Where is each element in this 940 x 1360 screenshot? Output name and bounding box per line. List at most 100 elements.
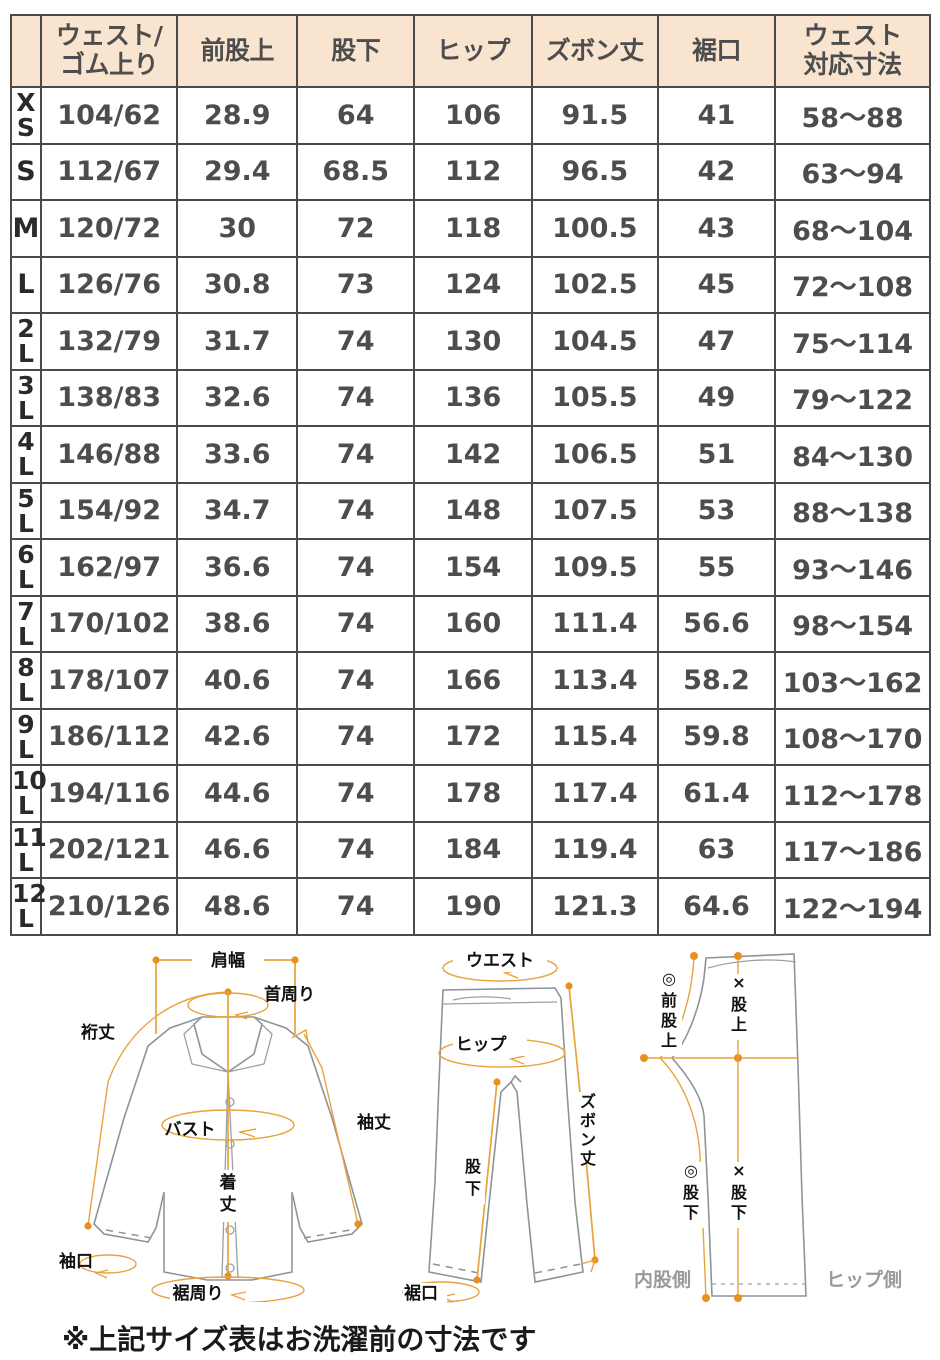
column-header-waist-fit: ウェスト 対応寸法	[774, 14, 931, 88]
cell-waist-fit: 112〜178	[774, 764, 931, 823]
size-label-part: M	[12, 212, 40, 244]
cell-waist: 210/126	[39, 877, 179, 936]
cell-pants-length: 104.5	[530, 312, 659, 371]
cross-label-front-rise-2: 股	[661, 1011, 678, 1030]
cell-front-rise: 42.6	[176, 707, 299, 766]
cell-waist-fit: 58〜88	[774, 86, 931, 145]
cell-hem: 56.6	[656, 594, 777, 653]
cell-waist-fit: 103〜162	[774, 651, 931, 710]
cell-hip: 184	[413, 820, 533, 879]
cell-waist-fit: 84〜130	[774, 425, 931, 484]
size-label-part: L	[17, 269, 35, 301]
cell-hem: 47	[656, 312, 777, 371]
cell-waist-fit: 68〜104	[774, 199, 931, 258]
column-header-size	[10, 14, 42, 88]
table-row: S 112/67 29.4 68.5 112 96.5 42 63〜94	[10, 142, 931, 201]
column-header-waist-fit-line2: 対応寸法	[803, 50, 903, 79]
size-label-part: L	[17, 678, 34, 708]
cell-waist-fit: 75〜114	[774, 312, 931, 371]
cell-inseam: 72	[296, 199, 416, 258]
size-label-part: 9	[17, 709, 35, 739]
cell-inseam: 74	[296, 368, 416, 427]
cell-size: S	[10, 142, 42, 201]
cell-waist: 154/92	[39, 481, 179, 540]
cell-hem: 55	[656, 538, 777, 597]
cell-front-rise: 32.6	[176, 368, 299, 427]
cell-pants-length: 102.5	[530, 255, 659, 314]
cell-hip: 106	[413, 86, 533, 145]
pants-label-pants-length-3: ン	[580, 1130, 596, 1149]
cell-inseam: 74	[296, 707, 416, 766]
cross-label-inseam-o-1: 股	[683, 1183, 700, 1202]
size-label-part: L	[17, 565, 34, 595]
footnote-text: ※上記サイズ表はお洗濯前の寸法です	[62, 1323, 537, 1356]
cell-front-rise: 46.6	[176, 820, 299, 879]
pants-label-hem: 裾口	[404, 1283, 438, 1304]
jacket-label-sleeve-length: 袖丈	[357, 1112, 391, 1133]
cell-pants-length: 96.5	[530, 142, 659, 201]
size-label-part: X	[16, 88, 36, 118]
table-row: M 120/72 30 72 118 100.5 43 68〜104	[10, 199, 931, 258]
cell-pants-length: 111.4	[530, 594, 659, 653]
cell-inseam: 68.5	[296, 142, 416, 201]
cell-front-rise: 48.6	[176, 877, 299, 936]
cell-hip: 148	[413, 481, 533, 540]
cell-pants-length: 107.5	[530, 481, 659, 540]
cell-hip: 136	[413, 368, 533, 427]
jacket-label-neck: 首周り	[264, 984, 315, 1005]
size-label-part: 4	[17, 427, 35, 457]
size-label-part: S	[16, 156, 36, 188]
cell-inseam: 74	[296, 877, 416, 936]
pants-label-pants-length-4: 丈	[580, 1149, 596, 1168]
table-row: 7 L 170/102 38.6 74 160 111.4 56.6 98〜154	[10, 594, 931, 653]
table-row: 11 L 202/121 46.6 74 184 119.4 63 117〜186	[10, 820, 931, 879]
cell-waist-fit: 79〜122	[774, 368, 931, 427]
cross-label-inner-side: 内股側	[634, 1268, 691, 1291]
cell-hip: 166	[413, 651, 533, 710]
cell-front-rise: 28.9	[176, 86, 299, 145]
cell-inseam: 64	[296, 86, 416, 145]
cell-waist-fit: 122〜194	[774, 877, 931, 936]
cross-label-inseam-x-mark: ×	[732, 1161, 745, 1180]
size-table: ウェスト/ ゴム上り 前股上 股下 ヒップ ズボン丈 裾口 ウェスト 対応寸法 …	[10, 14, 931, 936]
table-row: 10 L 194/116 44.6 74 178 117.4 61.4 112〜178	[10, 764, 931, 823]
cell-size: M	[10, 199, 42, 258]
cell-hip: 178	[413, 764, 533, 823]
cell-waist-fit: 88〜138	[774, 481, 931, 540]
size-label-part: L	[17, 395, 34, 425]
size-label-part: L	[17, 339, 34, 369]
cell-hem: 53	[656, 481, 777, 540]
cell-inseam: 74	[296, 425, 416, 484]
column-header-hip: ヒップ	[413, 14, 533, 88]
cell-waist: 162/97	[39, 538, 179, 597]
cell-inseam: 74	[296, 820, 416, 879]
cell-front-rise: 31.7	[176, 312, 299, 371]
cell-hip: 154	[413, 538, 533, 597]
cell-inseam: 73	[296, 255, 416, 314]
cell-front-rise: 38.6	[176, 594, 299, 653]
cross-section-diagram: ◎ 前 股 上 × 股 上 ◎ 股 下 × 股 下 内股側	[630, 946, 935, 1306]
pants-label-waist: ウエスト	[466, 951, 534, 971]
column-header-hem: 裾口	[656, 14, 777, 88]
cell-waist: 126/76	[39, 255, 179, 314]
cell-inseam: 74	[296, 594, 416, 653]
cell-front-rise: 30.8	[176, 255, 299, 314]
pants-diagram: ウエスト ヒップ ズ ボ ン 丈	[385, 942, 650, 1307]
cell-size: 12 L	[10, 877, 47, 936]
cell-front-rise: 29.4	[176, 142, 299, 201]
size-label-part: L	[17, 904, 34, 934]
cell-hip: 118	[413, 199, 533, 258]
size-label-part: 10	[12, 766, 47, 796]
cell-inseam: 74	[296, 651, 416, 710]
cell-pants-length: 100.5	[530, 199, 659, 258]
measurement-diagrams: 肩幅 首周り 裄丈 バスト 着 丈	[0, 942, 940, 1360]
jacket-label-bust: バスト	[165, 1120, 216, 1140]
jacket-label-body-length-2: 丈	[220, 1195, 237, 1215]
size-label-part: L	[17, 847, 34, 877]
cell-hem: 42	[656, 142, 777, 201]
cross-label-inseam-x-1: 股	[731, 1183, 748, 1202]
pants-label-pants-length-1: ズ	[580, 1092, 596, 1111]
table-row: 4 L 146/88 33.6 74 142 106.5 51 84〜130	[10, 425, 931, 484]
cell-hem: 63	[656, 820, 777, 879]
